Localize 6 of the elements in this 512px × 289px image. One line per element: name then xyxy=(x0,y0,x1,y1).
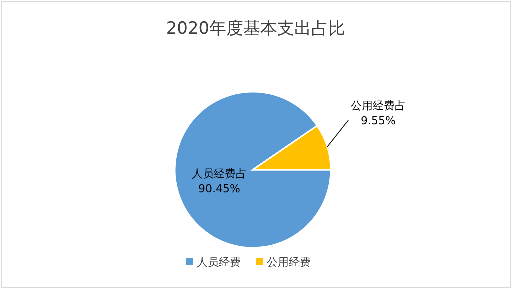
chart-title: 2020年度基本支出占比 xyxy=(166,19,346,39)
legend-label: 人员经费 xyxy=(197,256,241,269)
data-label: 公用经费占 9.55% xyxy=(351,99,406,128)
data-label: 人员经费占 90.45% xyxy=(192,167,247,196)
pie-slice xyxy=(174,91,332,249)
legend-label: 公用经费 xyxy=(267,256,311,269)
